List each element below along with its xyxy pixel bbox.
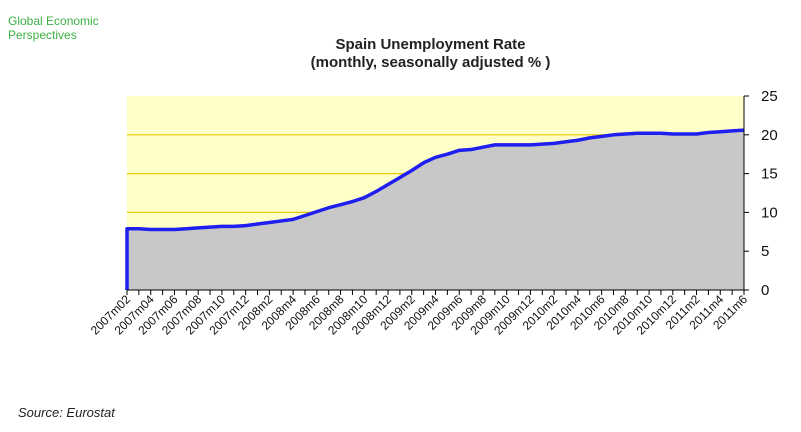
brand-line-1: Global Economic	[8, 14, 99, 28]
source-note: Source: Eurostat	[18, 405, 115, 420]
y-tick-label-5: 5	[761, 243, 769, 260]
chart-subtitle: (monthly, seasonally adjusted % )	[310, 54, 551, 71]
series-line	[125, 128, 745, 290]
chart-title: Spain Unemployment Rate	[335, 36, 526, 53]
y-tick-label-15: 15	[761, 166, 778, 183]
y-tick-label-25: 25	[761, 88, 778, 105]
brand-line-2: Perspectives	[8, 28, 77, 42]
y-tick-label-10: 10	[761, 204, 778, 221]
y-tick-label-20: 20	[761, 127, 778, 144]
y-tick-label-0: 0	[761, 282, 769, 299]
chart-title-block: Spain Unemployment Rate (monthly, season…	[0, 36, 801, 72]
brand-logo: Global Economic Perspectives	[8, 14, 99, 42]
area-fill	[127, 130, 744, 290]
